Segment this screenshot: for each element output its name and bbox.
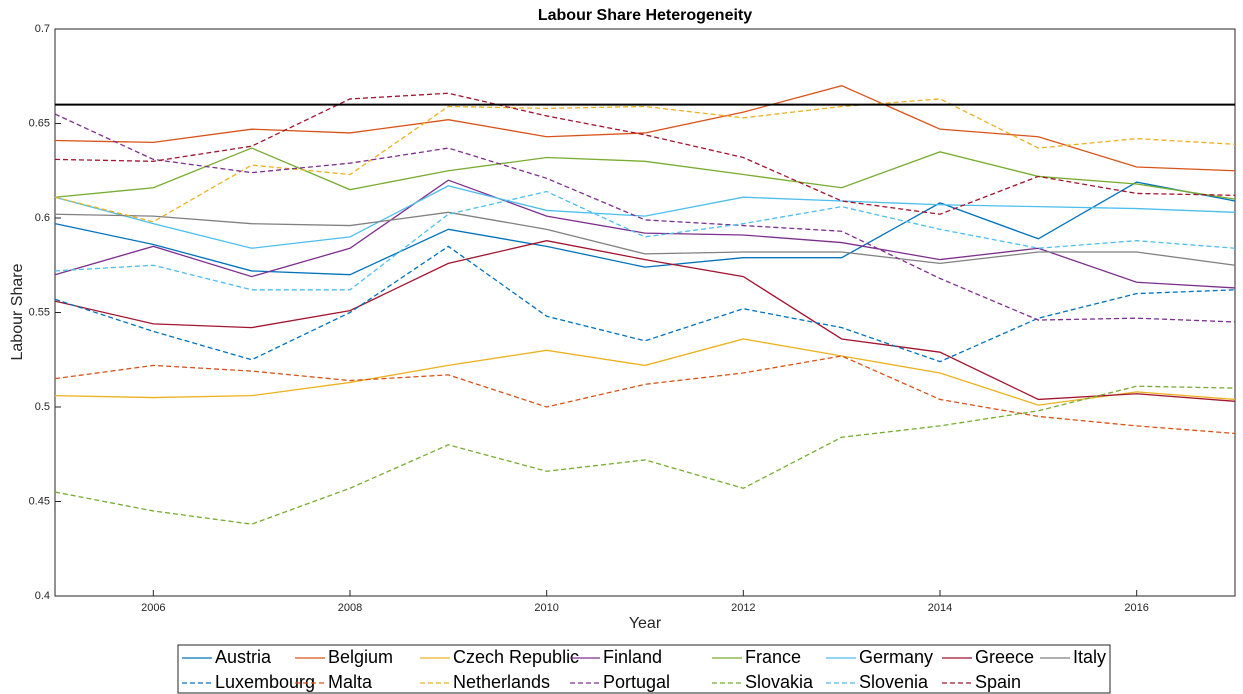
series-line [54, 190, 1236, 291]
series-line [54, 245, 1236, 363]
legend-label: Slovenia [859, 672, 929, 692]
legend-label: Netherlands [453, 672, 550, 692]
x-tick-label: 2012 [731, 602, 755, 614]
x-tick-label: 2016 [1124, 602, 1148, 614]
legend-label: Austria [215, 647, 272, 667]
x-tick-label: 2008 [338, 602, 362, 614]
y-tick-label: 0.65 [29, 117, 50, 129]
x-tick-label: 2014 [928, 602, 952, 614]
series-line [54, 185, 1236, 249]
legend-label: Germany [859, 647, 933, 667]
legend-label: Greece [975, 647, 1034, 667]
series-line [54, 385, 1236, 525]
legend-label: Belgium [328, 647, 393, 667]
x-tick-label: 2010 [534, 602, 558, 614]
legend-label: Malta [328, 672, 373, 692]
legend-label: Portugal [603, 672, 670, 692]
series-line [54, 147, 1236, 200]
x-axis-label: Year [629, 615, 662, 632]
legend-label: Luxembourg [215, 672, 315, 692]
series-line [54, 355, 1236, 435]
legend-label: Italy [1073, 647, 1106, 667]
series-line [54, 179, 1236, 289]
chart-title: Labour Share Heterogeneity [538, 7, 752, 24]
y-tick-label: 0.4 [35, 590, 50, 602]
legend-label: France [745, 647, 801, 667]
series-line [54, 85, 1236, 172]
legend-label: Spain [975, 672, 1021, 692]
series-line [54, 181, 1236, 276]
y-tick-label: 0.7 [35, 23, 50, 35]
y-axis-label: Labour Share [9, 263, 26, 360]
y-tick-label: 0.5 [35, 401, 50, 413]
series-line [54, 98, 1236, 223]
series-line [54, 211, 1236, 266]
y-tick-label: 0.45 [29, 495, 50, 507]
legend-box [177, 644, 1111, 694]
legend-label: Czech Republic [453, 647, 579, 667]
x-tick-label: 2006 [141, 602, 165, 614]
plot-area [54, 28, 1236, 597]
y-tick-label: 0.6 [35, 212, 50, 224]
legend-label: Slovakia [745, 672, 814, 692]
series-line [54, 92, 1236, 215]
series-line [54, 338, 1236, 406]
legend-label: Finland [603, 647, 662, 667]
series-line [54, 113, 1236, 323]
y-tick-label: 0.55 [29, 306, 50, 318]
series-line [54, 240, 1236, 402]
